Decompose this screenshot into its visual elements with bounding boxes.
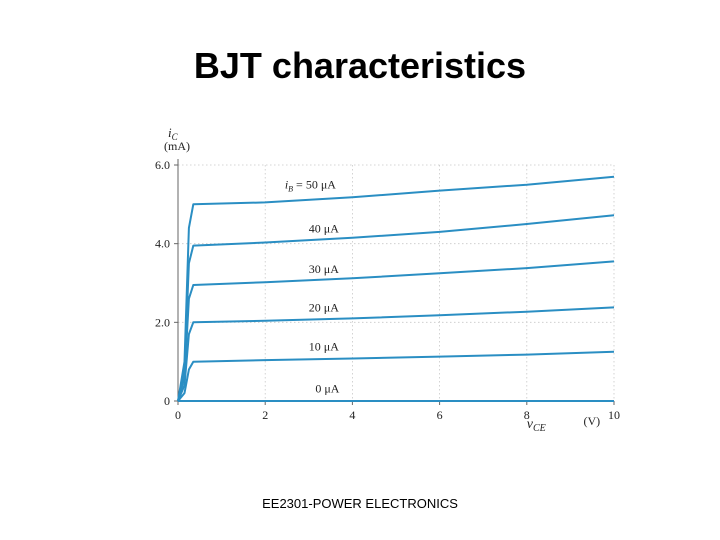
chart-svg: 0 2 4 6 8 10 0 2.0 4.0 6.0 iC(mA) vCE (V) 0 μA 10 μA 20… bbox=[155, 125, 620, 434]
y-tick-label: 4.0 bbox=[155, 237, 170, 251]
series-line-40ua bbox=[177, 214, 615, 402]
curve-label: 0 μA bbox=[315, 381, 339, 395]
x-tick-label: 2 bbox=[262, 408, 268, 422]
y-tick-label: 6.0 bbox=[155, 158, 170, 172]
y-tick-label: 2.0 bbox=[155, 315, 170, 329]
slide-title: BJT characteristics bbox=[193, 45, 527, 86]
y-axis-unit: (mA) bbox=[164, 139, 190, 153]
curve-label: iB = 50 μA bbox=[285, 178, 336, 194]
series-line-50ua bbox=[177, 175, 615, 402]
x-tick-label: 6 bbox=[437, 408, 443, 422]
x-axis-label: vCE bbox=[527, 417, 546, 434]
curve-label: 10 μA bbox=[309, 340, 339, 354]
y-axis-label: iC bbox=[168, 125, 179, 142]
x-tick-label: 10 bbox=[608, 408, 620, 422]
bjt-characteristics-chart: 0 2 4 6 8 10 0 2.0 4.0 6.0 iC (mA) vCE (V) 0 μA 10 μA 20… bbox=[140, 118, 640, 438]
x-axis-unit: (V) bbox=[583, 414, 600, 428]
slide-footer: EE2301-POWER ELECTRONICS bbox=[262, 496, 458, 511]
x-tick-label: 0 bbox=[175, 408, 181, 422]
y-tick-label: 0 bbox=[164, 394, 170, 408]
curve-label: 30 μA bbox=[309, 262, 339, 276]
series-line-30ua bbox=[177, 260, 615, 402]
series-line-10ua bbox=[177, 350, 615, 402]
x-tick-label: 8 bbox=[524, 408, 530, 422]
x-tick-label: 4 bbox=[349, 408, 355, 422]
curve-label: 20 μA bbox=[309, 300, 339, 314]
curve-label: 40 μA bbox=[309, 222, 339, 236]
